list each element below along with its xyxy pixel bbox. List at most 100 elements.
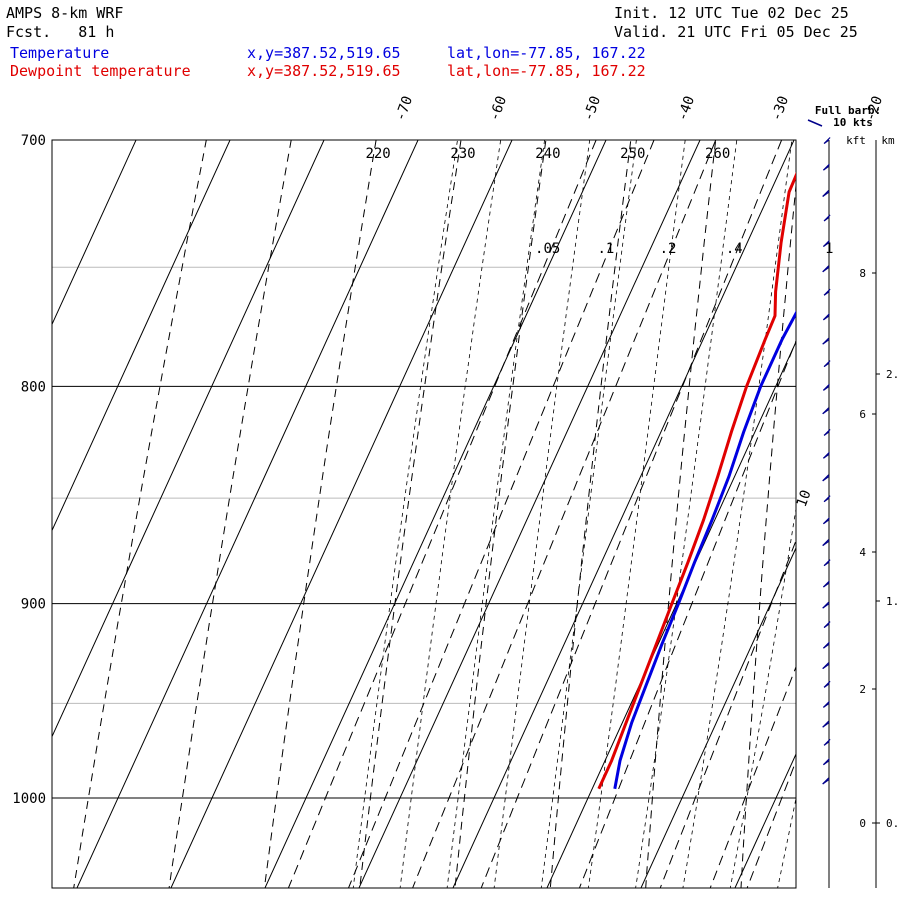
km-tick-label: 1. — [886, 595, 899, 608]
moist-adiabat-line — [446, 140, 546, 888]
wetbulb-label: 10 — [794, 488, 815, 509]
mixing-ratio-label: .4 — [726, 241, 743, 257]
isotherm-line — [52, 140, 325, 738]
wind-barb-flag — [822, 539, 830, 547]
wind-barb-flag — [823, 621, 831, 628]
isotherm-line — [640, 546, 796, 888]
moist-adiabat-line — [635, 140, 738, 888]
isotherm-line — [76, 140, 419, 888]
wind-barb-flag — [823, 288, 831, 296]
right-panel: Full barb:10 kts kft km 0 2 4 6 8 0. 1. 2. — [807, 104, 899, 888]
isotherm-line — [0, 0, 117, 900]
moist-adiabat-line — [729, 506, 796, 888]
wind-barb-flag — [822, 240, 830, 247]
wind-barb-flag — [823, 428, 831, 436]
wind-barb-flag — [822, 720, 830, 728]
isotherm-line — [264, 140, 607, 888]
wind-barb-flag — [822, 777, 830, 785]
wind-barb-flag — [822, 700, 830, 708]
wind-barb-flag — [823, 137, 831, 144]
dry-adiabat-line — [359, 140, 462, 888]
dry-adiabat-line — [168, 140, 292, 888]
km-tick-label: 2. — [886, 368, 899, 381]
wind-barb-flag — [822, 601, 830, 609]
dry-adiabat-line — [740, 180, 796, 888]
chart-frame — [51, 139, 797, 889]
mixing-ratio-line — [794, 140, 900, 900]
theta-label: 260 — [705, 146, 730, 162]
chart-series — [597, 171, 796, 790]
wind-barb-flag — [823, 680, 831, 688]
mixing-ratio-line — [659, 539, 796, 888]
temperature-tick-label: -50 — [580, 94, 604, 123]
wind-barb-flag — [822, 758, 830, 766]
theta-label: 250 — [620, 146, 645, 162]
temperature-tick-label: -70 — [392, 94, 416, 123]
mixing-ratio-line — [412, 140, 717, 888]
dewpoint-legend-label: Dewpoint temperature — [10, 62, 191, 80]
km-axis-label: km — [881, 134, 895, 147]
temperature-line — [613, 310, 796, 790]
temperature-tick-label: -40 — [674, 94, 698, 123]
wind-barb-flag — [822, 337, 830, 345]
dry-adiabat-line — [549, 140, 632, 888]
model-title: AMPS 8-km WRF — [6, 4, 124, 22]
wind-barb-flag — [822, 641, 830, 649]
wind-barb-flag — [822, 451, 830, 459]
barb-scale-sample — [807, 119, 823, 127]
kft-tick-label: 4 — [859, 546, 866, 559]
wind-barb-flag — [822, 580, 830, 588]
temperature-legend-label: Temperature — [10, 44, 110, 62]
dewpoint-xy: x,y=387.52,519.65 — [247, 62, 401, 80]
kft-axis-label: kft — [846, 134, 866, 147]
init-time: Init. 12 UTC Tue 02 Dec 25 — [614, 4, 849, 22]
wind-barb-flag — [823, 495, 831, 503]
kft-tick-label: 8 — [859, 267, 866, 280]
plot-border — [51, 139, 797, 889]
wind-barb-flag — [822, 383, 830, 391]
isotherm-line — [734, 752, 796, 888]
dewpoint-latlon: lat,lon=-77.85, 167.22 — [447, 62, 646, 80]
mixing-ratio-label: .2 — [660, 241, 677, 257]
theta-label: 240 — [535, 146, 560, 162]
mixing-ratio-line — [480, 140, 783, 888]
wind-barb-flag — [823, 738, 831, 746]
wind-barb-flag — [822, 190, 830, 197]
wind-barb-flag — [822, 407, 830, 415]
pressure-tick-label: 800 — [21, 379, 46, 395]
barb-scale-value: 10 kts — [833, 116, 873, 129]
temperature-xy: x,y=387.52,519.65 — [247, 44, 401, 62]
pressure-tick-label: 900 — [21, 597, 46, 613]
mixing-ratio-label: .05 — [535, 241, 560, 257]
kft-tick-label: 6 — [859, 408, 866, 421]
isotherm-line — [452, 140, 795, 888]
wind-barb-flag — [822, 163, 830, 171]
isotherm-line — [52, 140, 231, 532]
isotherm-line — [546, 340, 796, 888]
pressure-tick-label: 700 — [21, 133, 46, 149]
dewpoint-line — [597, 171, 796, 790]
mixing-ratio-line — [746, 759, 796, 888]
temperature-latlon: lat,lon=-77.85, 167.22 — [447, 44, 646, 62]
dry-adiabat-line — [73, 140, 207, 888]
temperature-tick-label: -30 — [768, 94, 792, 123]
wind-barb-flag — [822, 313, 830, 321]
kft-tick-label: 2 — [859, 683, 866, 696]
dry-adiabat-line — [263, 140, 377, 888]
pressure-tick-label: 1000 — [12, 791, 46, 807]
barb-scale-title: Full barb: — [815, 104, 881, 117]
mixing-ratio-line — [709, 665, 796, 888]
valid-time: Valid. 21 UTC Fri 05 Dec 25 — [614, 23, 858, 41]
forecast-hour: Fcst. 81 h — [6, 23, 115, 41]
wind-barb-flag — [822, 517, 830, 525]
mixing-ratio-label: .1 — [597, 241, 614, 257]
moist-adiabat-line — [352, 140, 458, 888]
wind-barb-flag — [823, 559, 831, 567]
moist-adiabat-line — [493, 140, 591, 888]
wind-barb-flag — [823, 214, 831, 222]
temperature-tick-label: -60 — [486, 94, 510, 123]
km-tick-label: 0. — [886, 817, 899, 830]
moist-adiabat-line — [540, 140, 637, 888]
